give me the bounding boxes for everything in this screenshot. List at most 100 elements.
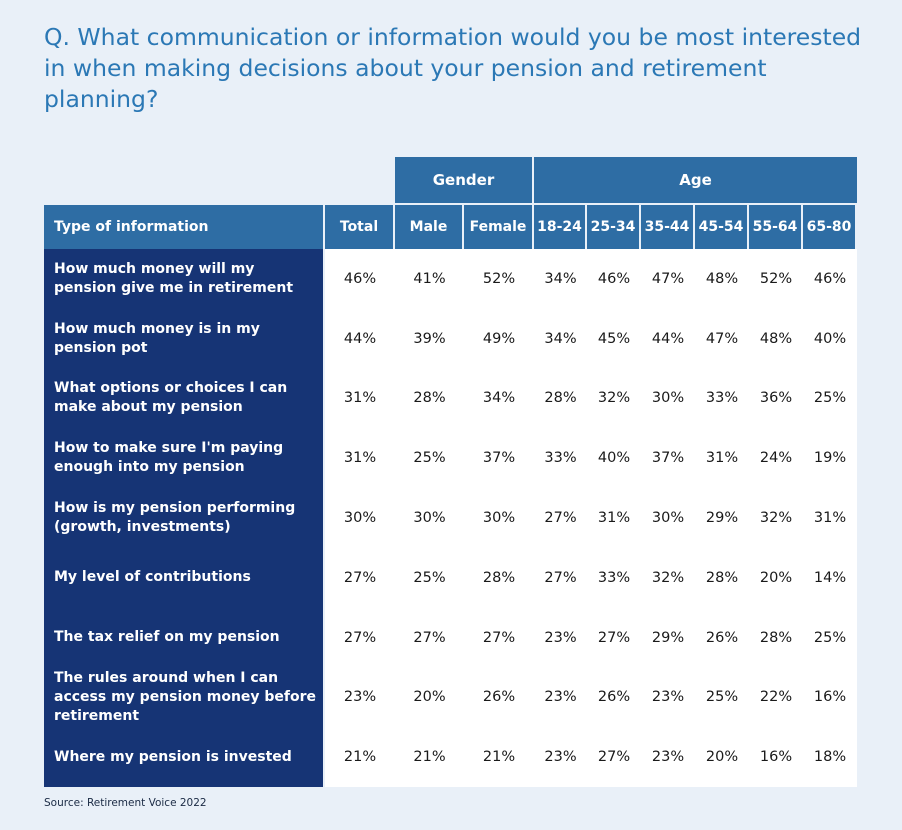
table-cell: 28% — [534, 368, 587, 429]
table-cell: 27% — [464, 607, 534, 668]
table-cell: 48% — [749, 308, 803, 369]
table-cell: 27% — [534, 488, 587, 548]
table-cell: 16% — [749, 727, 803, 788]
table-cell: 31% — [587, 488, 641, 548]
table-cell: 20% — [749, 548, 803, 608]
table-cell: 32% — [587, 368, 641, 429]
table-cell: 44% — [641, 308, 695, 369]
table-cell: 29% — [695, 488, 749, 548]
row-label: How to make sure I'm paying enough into … — [44, 428, 323, 489]
table-cell: 44% — [325, 308, 395, 369]
table-cell: 45% — [587, 308, 641, 369]
table-cell: 25% — [395, 548, 464, 608]
table-cell: 28% — [464, 548, 534, 608]
table-cell: 27% — [587, 607, 641, 668]
table-cell: 23% — [534, 727, 587, 788]
table-cell: 18% — [803, 727, 857, 788]
table-cell: 32% — [641, 548, 695, 608]
table-cell: 47% — [695, 308, 749, 369]
table-cell: 27% — [325, 548, 395, 608]
column-header-8: 55-64 — [749, 205, 801, 249]
table-cell: 47% — [641, 249, 695, 309]
table-cell: 37% — [641, 428, 695, 489]
table-cell: 34% — [534, 308, 587, 369]
table-cell: 30% — [641, 488, 695, 548]
table-cell: 29% — [641, 607, 695, 668]
table-cell: 14% — [803, 548, 857, 608]
table-cell: 40% — [803, 308, 857, 369]
table-cell: 27% — [534, 548, 587, 608]
table-cell: 30% — [641, 368, 695, 429]
table-cell: 33% — [695, 368, 749, 429]
column-header-0: Type of information — [44, 205, 323, 249]
row-label: The rules around when I can access my pe… — [44, 667, 323, 728]
table-cell: 31% — [325, 368, 395, 429]
table-cell: 32% — [749, 488, 803, 548]
row-label: How is my pension performing (growth, in… — [44, 488, 323, 548]
table-cell: 22% — [749, 667, 803, 728]
table-cell: 27% — [395, 607, 464, 668]
question-title: Q. What communication or information wou… — [44, 23, 862, 113]
table-cell: 37% — [464, 428, 534, 489]
row-label: The tax relief on my pension — [44, 607, 323, 668]
group-header-gender: Gender — [395, 157, 532, 203]
table-cell: 31% — [325, 428, 395, 489]
table-cell: 23% — [641, 667, 695, 728]
table-cell: 52% — [749, 249, 803, 309]
table-cell: 46% — [325, 249, 395, 309]
table-cell: 23% — [325, 667, 395, 728]
table-cell: 21% — [395, 727, 464, 788]
table-cell: 21% — [325, 727, 395, 788]
table-cell: 25% — [803, 368, 857, 429]
table-cell: 16% — [803, 667, 857, 728]
table-cell: 20% — [395, 667, 464, 728]
table-cell: 36% — [749, 368, 803, 429]
table-cell: 49% — [464, 308, 534, 369]
column-header-3: Female — [464, 205, 532, 249]
table-cell: 26% — [695, 607, 749, 668]
row-label: How much money will my pension give me i… — [44, 249, 323, 309]
table-cell: 40% — [587, 428, 641, 489]
table-cell: 25% — [695, 667, 749, 728]
row-label: My level of contributions — [44, 548, 323, 608]
table-cell: 24% — [749, 428, 803, 489]
results-table: Gender Age Type of information Total Male Fem… — [44, 157, 857, 788]
table-cell: 27% — [325, 607, 395, 668]
column-header-7: 45-54 — [695, 205, 747, 249]
table-cell: 23% — [641, 727, 695, 788]
column-header-9: 65-80 — [803, 205, 855, 249]
table-cell: 23% — [534, 667, 587, 728]
table-cell: 33% — [534, 428, 587, 489]
table-cell: 28% — [695, 548, 749, 608]
table-cell: 34% — [464, 368, 534, 429]
group-header-age: Age — [534, 157, 857, 203]
table-cell: 30% — [325, 488, 395, 548]
table-cell: 28% — [395, 368, 464, 429]
table-cell: 31% — [695, 428, 749, 489]
table-cell: 33% — [587, 548, 641, 608]
source-note: Source: Retirement Voice 2022 — [44, 797, 207, 809]
table-cell: 41% — [395, 249, 464, 309]
table-cell: 48% — [695, 249, 749, 309]
column-header-5: 25-34 — [587, 205, 639, 249]
table-cell: 25% — [803, 607, 857, 668]
table-cell: 52% — [464, 249, 534, 309]
table-cell: 30% — [464, 488, 534, 548]
table-cell: 46% — [587, 249, 641, 309]
column-header-1: Total — [325, 205, 393, 249]
table-cell: 34% — [534, 249, 587, 309]
row-label: What options or choices I can make about… — [44, 368, 323, 429]
table-cell: 19% — [803, 428, 857, 489]
row-label: Where my pension is invested — [44, 727, 323, 788]
table-cell: 27% — [587, 727, 641, 788]
column-header-6: 35-44 — [641, 205, 693, 249]
table-cell: 25% — [395, 428, 464, 489]
table-cell: 39% — [395, 308, 464, 369]
table-cell: 20% — [695, 727, 749, 788]
table-cell: 30% — [395, 488, 464, 548]
table-cell: 26% — [464, 667, 534, 728]
table-cell: 31% — [803, 488, 857, 548]
table-cell: 21% — [464, 727, 534, 788]
table-cell: 28% — [749, 607, 803, 668]
column-header-4: 18-24 — [534, 205, 585, 249]
